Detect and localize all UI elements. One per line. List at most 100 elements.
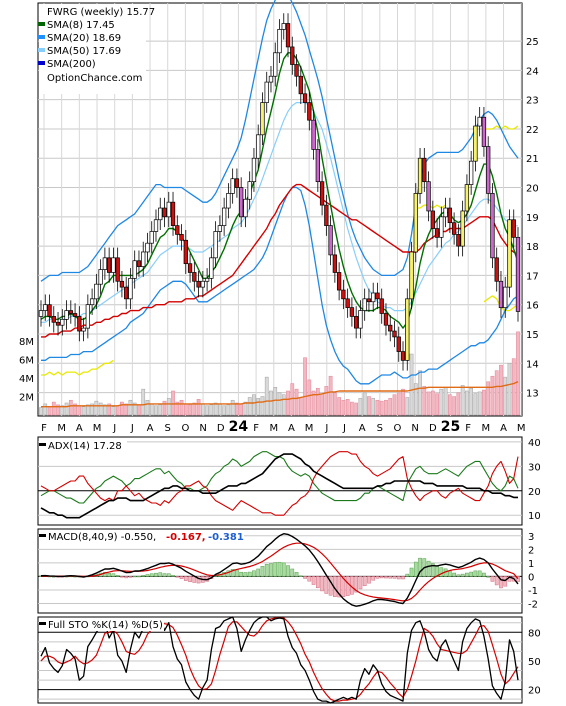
- candle-body: [405, 298, 410, 361]
- macd-histogram-bar: [418, 557, 422, 577]
- candle-body: [439, 216, 444, 238]
- macd-histogram-bar: [137, 575, 141, 578]
- volume-bar: [350, 401, 354, 416]
- candle-body: [115, 257, 120, 282]
- x-axis-month-label: M: [57, 423, 66, 434]
- x-axis-month-label: 24: [229, 419, 249, 435]
- volume-bar: [482, 389, 486, 416]
- macd-histogram-bar: [426, 560, 431, 577]
- macd-histogram-bar: [499, 576, 503, 589]
- candle-body: [298, 75, 303, 95]
- macd-histogram-bar: [354, 576, 359, 593]
- x-axis-month-label: S: [165, 423, 171, 434]
- macd-histogram-bar: [149, 573, 154, 577]
- macd-histogram-bar: [456, 574, 461, 577]
- macd-signal-label: -0.167,: [166, 532, 206, 543]
- volume-bars: [39, 331, 520, 416]
- x-axis-month-label: F: [465, 423, 471, 434]
- candle-body: [354, 316, 359, 329]
- candle-body: [217, 225, 223, 232]
- volume-bar: [367, 396, 371, 416]
- candle-body: [72, 313, 78, 317]
- x-axis-month-label: J: [342, 423, 346, 434]
- macd-histogram-bar: [145, 574, 150, 577]
- volume-bar: [205, 405, 209, 416]
- price-y-tick-label: 15: [526, 330, 539, 341]
- volume-bar: [260, 396, 265, 416]
- candle-body: [366, 298, 372, 303]
- candle-body: [375, 292, 380, 300]
- macd-histogram-bar: [469, 571, 474, 577]
- macd-histogram-bar: [154, 572, 158, 577]
- adx-lines: [40, 451, 519, 519]
- candle-body: [234, 178, 240, 188]
- candle-body: [349, 307, 355, 317]
- volume-bar: [77, 405, 82, 416]
- candle-body: [68, 310, 73, 314]
- volume-bar: [154, 405, 158, 416]
- macd-legend-swatch: [39, 534, 46, 537]
- macd-histogram-bar: [448, 570, 452, 577]
- x-axis-month-label: O: [394, 423, 402, 434]
- macd-histogram-bar: [260, 566, 265, 577]
- legend-swatch-sma200: [38, 61, 45, 65]
- candle-body: [417, 157, 423, 194]
- volume-bar: [354, 402, 359, 416]
- macd-histogram-bar: [256, 568, 261, 577]
- candle-body: [434, 228, 440, 238]
- macd-histogram-bar: [384, 576, 388, 579]
- legend-label-sma200: SMA(200): [47, 59, 96, 70]
- macd-histogram-bar: [277, 561, 282, 577]
- volume-bar: [196, 399, 201, 416]
- candle-body: [400, 351, 406, 361]
- volume-bar: [252, 394, 256, 416]
- candle-body: [383, 313, 389, 326]
- candle-body: [511, 219, 516, 238]
- adx-line: [40, 453, 518, 519]
- candle-body: [464, 184, 470, 212]
- volume-bar: [473, 393, 478, 416]
- x-axis-month-label: J: [112, 423, 116, 434]
- x-axis-month-label: M: [517, 423, 526, 434]
- volume-bar: [430, 390, 435, 416]
- candle-body: [447, 207, 453, 224]
- candle-body: [162, 207, 167, 218]
- macd-histogram-bar: [294, 572, 299, 577]
- candle-body: [179, 234, 184, 241]
- adx-title: ADX(14) 17.28: [48, 441, 122, 452]
- volume-bar: [439, 388, 444, 416]
- adx-y-tick-label: 20: [528, 487, 541, 498]
- candle-body: [507, 219, 512, 288]
- price-y-tick-label: 14: [526, 359, 539, 370]
- macd-y-tick-label: 3: [528, 532, 534, 543]
- volume-bar: [452, 396, 456, 416]
- volume-bar: [183, 403, 188, 416]
- volume-bar: [286, 390, 290, 416]
- volume-bar: [256, 398, 261, 416]
- volume-bar: [401, 388, 405, 416]
- macd-histogram-bar: [341, 576, 346, 597]
- candle-body: [409, 251, 414, 300]
- candle-body: [268, 75, 274, 83]
- macd-histogram-bar: [162, 573, 167, 577]
- macd-histogram-bar: [379, 576, 384, 579]
- candle-body: [149, 231, 154, 244]
- legend-label-sma8: SMA(8) 17.45: [47, 20, 115, 31]
- macd-histogram-bar: [324, 576, 329, 594]
- volume-bar: [230, 399, 235, 416]
- candle-body: [451, 222, 457, 235]
- candle-body: [336, 272, 342, 291]
- price-y-tick-labels: 13 14 15 16 17 18 19 20 21 22 23 24 25: [526, 37, 539, 399]
- volume-bar: [333, 392, 337, 416]
- volume-bar: [247, 397, 252, 416]
- macd-histogram-bar: [107, 573, 111, 577]
- sto-y-tick-label: 80: [528, 628, 541, 639]
- macd-histogram-bar: [396, 576, 401, 580]
- macd-title: MACD(8,40,9) -0.550,: [48, 532, 156, 543]
- candle-body: [51, 316, 56, 323]
- sto-legend-box: [39, 618, 164, 631]
- candle-body: [55, 321, 61, 326]
- macd-histogram-bar: [367, 576, 371, 584]
- macd-histogram-bar: [132, 575, 137, 578]
